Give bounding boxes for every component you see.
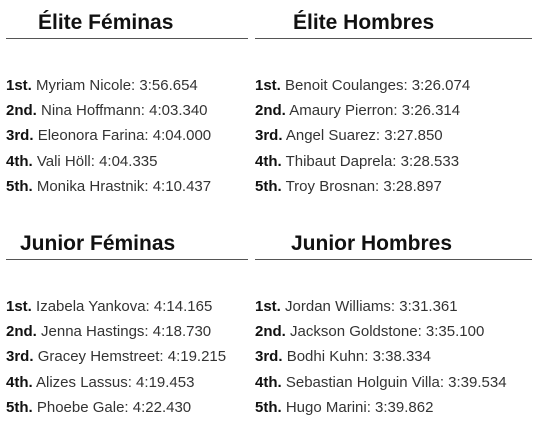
section-title: Junior Hombres <box>291 232 453 255</box>
results-list: 1st. Benoit Coulanges: 3:26.074 2nd. Ama… <box>255 73 532 199</box>
result-row: 3rd. Angel Suarez: 3:27.850 <box>255 123 532 148</box>
result-row: 4th. Vali Höll: 4:04.335 <box>6 149 248 174</box>
result-place: 2nd. <box>255 102 286 120</box>
result-row: 1st. Jordan Williams: 3:31.361 <box>255 294 532 319</box>
result-place: 3rd. <box>255 127 283 145</box>
result-row: 5th. Troy Brosnan: 3:28.897 <box>255 174 532 199</box>
result-row: 1st. Myriam Nicole: 3:56.654 <box>6 73 248 98</box>
result-row: 5th. Hugo Marini: 3:39.862 <box>255 395 532 420</box>
result-row: 3rd. Bodhi Kuhn: 3:38.334 <box>255 344 532 369</box>
divider <box>6 259 248 260</box>
section-junior-hombres: Junior Hombres 1st. Jordan Williams: 3:3… <box>255 229 532 420</box>
result-place: 4th. <box>6 373 33 391</box>
result-row: 4th. Sebastian Holguin Villa: 3:39.534 <box>255 370 532 395</box>
result-entry: Angel Suarez: 3:27.850 <box>285 127 443 145</box>
result-entry: Troy Brosnan: 3:28.897 <box>285 177 442 195</box>
section-elite-feminas: Élite Féminas 1st. Myriam Nicole: 3:56.6… <box>6 8 248 199</box>
section-junior-feminas: Junior Féminas 1st. Izabela Yankova: 4:1… <box>6 229 248 420</box>
result-row: 4th. Alizes Lassus: 4:19.453 <box>6 370 248 395</box>
section-title: Junior Féminas <box>20 232 176 255</box>
result-place: 2nd. <box>255 323 286 341</box>
result-row: 2nd. Jenna Hastings: 4:18.730 <box>6 319 248 344</box>
result-place: 4th. <box>6 152 33 170</box>
result-entry: Hugo Marini: 3:39.862 <box>285 398 434 416</box>
result-entry: Izabela Yankova: 4:14.165 <box>36 298 213 315</box>
result-entry: Monika Hrastnik: 4:10.437 <box>36 177 212 195</box>
result-row: 2nd. Nina Hoffmann: 4:03.340 <box>6 98 248 123</box>
result-row: 5th. Monika Hrastnik: 4:10.437 <box>6 174 248 199</box>
results-list: 1st. Jordan Williams: 3:31.361 2nd. Jack… <box>255 294 532 420</box>
result-place: 5th. <box>255 398 282 416</box>
result-place: 2nd. <box>6 102 37 120</box>
divider <box>255 38 532 39</box>
result-row: 3rd. Eleonora Farina: 4:04.000 <box>6 123 248 148</box>
result-entry: Jenna Hastings: 4:18.730 <box>41 323 212 341</box>
result-entry: Nina Hoffmann: 4:03.340 <box>41 102 208 120</box>
result-entry: Gracey Hemstreet: 4:19.215 <box>37 348 227 366</box>
result-entry: Bodhi Kuhn: 3:38.334 <box>286 348 431 366</box>
result-entry: Alizes Lassus: 4:19.453 <box>36 373 195 391</box>
result-entry: Amaury Pierron: 3:26.314 <box>289 102 461 120</box>
result-entry: Sebastian Holguin Villa: 3:39.534 <box>285 373 507 391</box>
result-place: 5th. <box>6 398 33 416</box>
divider <box>255 259 532 260</box>
result-row: 2nd. Amaury Pierron: 3:26.314 <box>255 98 532 123</box>
result-entry: Jordan Williams: 3:31.361 <box>285 298 458 315</box>
result-place: 5th. <box>6 177 33 195</box>
result-entry: Phoebe Gale: 4:22.430 <box>36 398 192 416</box>
result-entry: Thibaut Daprela: 3:28.533 <box>285 152 460 170</box>
result-row: 1st. Benoit Coulanges: 3:26.074 <box>255 73 532 98</box>
result-entry: Jackson Goldstone: 3:35.100 <box>290 323 485 341</box>
result-place: 3rd. <box>255 348 283 366</box>
result-place: 1st. <box>255 298 281 315</box>
result-place: 4th. <box>255 152 282 170</box>
section-title: Élite Féminas <box>38 11 174 34</box>
result-place: 5th. <box>255 177 282 195</box>
result-entry: Myriam Nicole: 3:56.654 <box>36 77 198 94</box>
result-entry: Eleonora Farina: 4:04.000 <box>37 127 212 145</box>
result-place: 1st. <box>6 77 32 94</box>
result-place: 1st. <box>6 298 32 315</box>
result-entry: Vali Höll: 4:04.335 <box>36 152 158 170</box>
result-place: 1st. <box>255 77 281 94</box>
result-row: 1st. Izabela Yankova: 4:14.165 <box>6 294 248 319</box>
result-row: 4th. Thibaut Daprela: 3:28.533 <box>255 149 532 174</box>
section-elite-hombres: Élite Hombres 1st. Benoit Coulanges: 3:2… <box>255 8 532 199</box>
result-row: 5th. Phoebe Gale: 4:22.430 <box>6 395 248 420</box>
result-row: 2nd. Jackson Goldstone: 3:35.100 <box>255 319 532 344</box>
divider <box>6 38 248 39</box>
results-list: 1st. Myriam Nicole: 3:56.654 2nd. Nina H… <box>6 73 248 199</box>
result-place: 4th. <box>255 373 282 391</box>
result-place: 3rd. <box>6 127 34 145</box>
result-place: 3rd. <box>6 348 34 366</box>
result-place: 2nd. <box>6 323 37 341</box>
results-list: 1st. Izabela Yankova: 4:14.165 2nd. Jenn… <box>6 294 248 420</box>
section-title: Élite Hombres <box>293 11 435 34</box>
result-row: 3rd. Gracey Hemstreet: 4:19.215 <box>6 344 248 369</box>
result-entry: Benoit Coulanges: 3:26.074 <box>285 77 471 94</box>
